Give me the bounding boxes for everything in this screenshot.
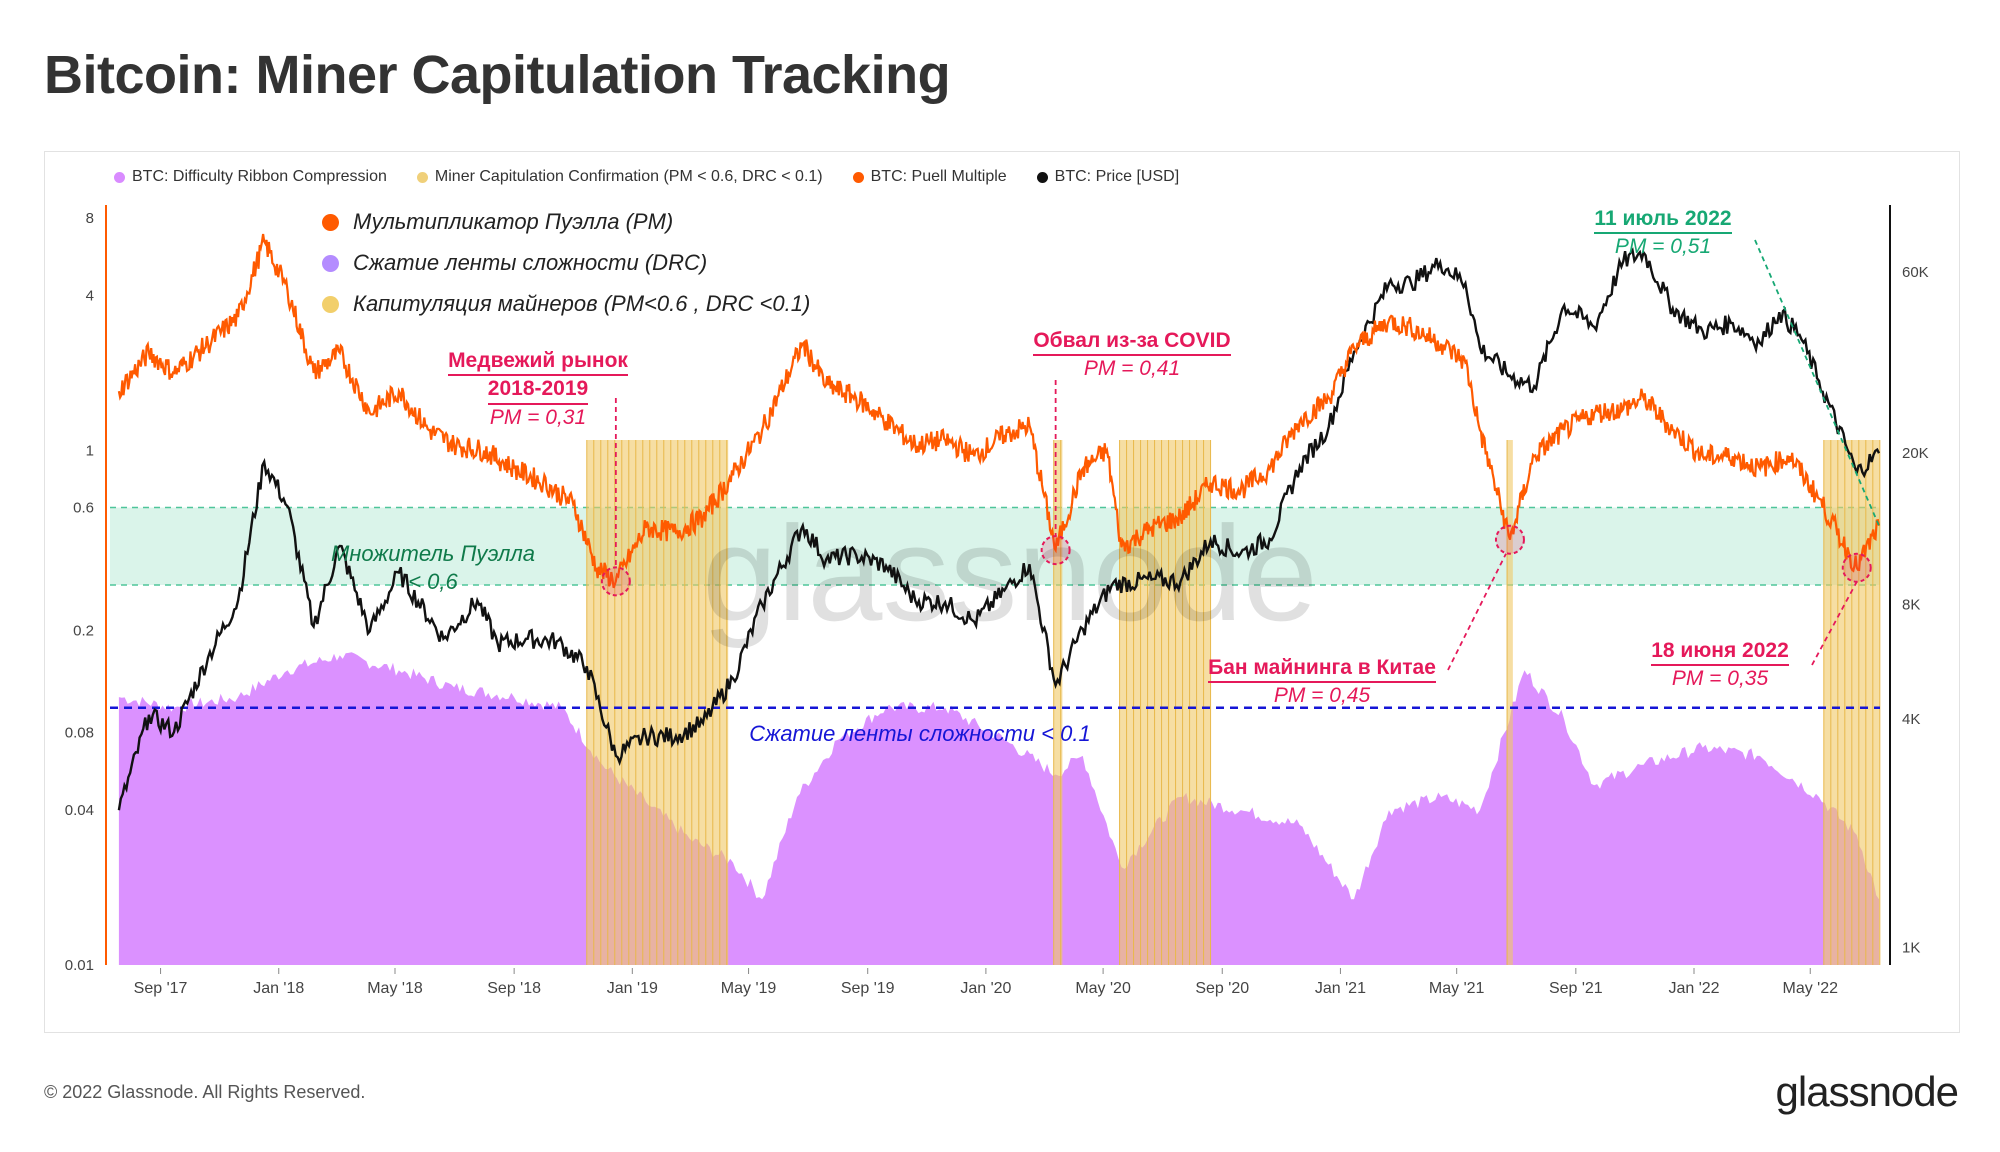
x-axis-tick: May '18	[367, 980, 423, 997]
chart-frame	[44, 151, 1960, 1033]
marker-china-ban	[1494, 524, 1525, 555]
chart-legend: BTC: Difficulty Ribbon Compression Miner…	[114, 168, 1179, 186]
x-axis-tick: Jan '21	[1315, 980, 1366, 997]
left-axis-tick: 4	[86, 288, 94, 305]
connector-china-ban	[1447, 553, 1507, 671]
puell-zone-rect	[110, 507, 1880, 585]
left-axis-tick: 1	[86, 442, 94, 459]
right-axis-tick: 1K	[1902, 940, 1920, 957]
x-axis-tick: Sep '19	[841, 980, 895, 997]
annotation-bear-market: Медвежий рынок 2018-2019 PM = 0,31	[418, 348, 658, 431]
x-axis-tick: Sep '21	[1549, 980, 1603, 997]
overlay-dot-drc	[322, 254, 339, 272]
left-axis-tick: 0.6	[73, 500, 94, 517]
overlay-legend-drc: Сжатие ленты сложности (DRC)	[322, 250, 707, 276]
legend-label-puell: BTC: Puell Multiple	[870, 168, 1007, 185]
connector-july-2022	[1754, 239, 1880, 527]
drc-area	[118, 652, 1880, 965]
legend-item-price[interactable]: BTC: Price [USD]	[1036, 168, 1180, 186]
annotation-bear-title-2: 2018-2019	[487, 376, 589, 405]
annotation-covid: Обвал из-за COVID PM = 0,41	[1012, 328, 1252, 383]
overlay-label-pm: Мультипликатор Пуэлла (PM)	[353, 209, 674, 234]
overlay-legend-pm: Мультипликатор Пуэлла (PM)	[322, 209, 673, 235]
puell-line	[117, 233, 1881, 589]
legend-dot-capitulation	[416, 171, 428, 183]
x-axis-tick: Jan '20	[960, 980, 1011, 997]
x-axis-tick: Jan '18	[253, 980, 304, 997]
capitulation-band-0	[586, 440, 729, 965]
right-axis-tick: 60K	[1902, 264, 1929, 281]
annotation-covid-pm: PM = 0,41	[1083, 357, 1181, 381]
marker-bear-market	[600, 566, 631, 597]
annotation-drc-threshold: Сжатие ленты сложности < 0.1	[749, 721, 1091, 746]
right-axis-tick: 8K	[1902, 596, 1920, 613]
x-axis-tick: May '21	[1429, 980, 1485, 997]
legend-dot-drc	[114, 171, 125, 183]
brand-logo: glassnode	[1775, 1068, 1959, 1115]
x-axis-tick: Jan '22	[1668, 980, 1719, 997]
overlay-label-cap: Капитуляция майнеров (PM<0.6 , DRC <0.1)	[353, 291, 811, 316]
annotation-june-title: 18 июня 2022	[1651, 638, 1789, 667]
legend-dot-price	[1036, 171, 1048, 183]
legend-item-capitulation[interactable]: Miner Capitulation Confirmation (PM < 0.…	[416, 168, 823, 186]
x-axis-tick: May '22	[1782, 980, 1838, 997]
annotation-puell-zone: Множитель Пуэлла < 0,6	[318, 540, 548, 595]
annotation-puell-zone-line1: Множитель Пуэлла	[330, 541, 536, 566]
capitulation-band-3	[1507, 440, 1513, 965]
annotation-china-ban: Бан майнинга в Китае PM = 0,45	[1182, 655, 1462, 710]
left-axis-tick: 0.04	[65, 802, 94, 819]
left-axis-tick: 0.2	[73, 622, 94, 639]
overlay-legend-cap: Капитуляция майнеров (PM<0.6 , DRC <0.1)	[322, 291, 810, 317]
annotation-china-title: Бан майнинга в Китае	[1208, 655, 1436, 684]
left-axis-tick: 8	[86, 210, 94, 227]
x-axis-tick: May '20	[1075, 980, 1131, 997]
x-axis-tick: Sep '20	[1195, 980, 1249, 997]
annotation-puell-zone-line2: < 0,6	[408, 568, 458, 594]
legend-dot-puell	[852, 171, 864, 183]
copyright: © 2022 Glassnode. All Rights Reserved.	[44, 1082, 366, 1102]
overlay-dot-pm	[322, 213, 339, 231]
x-axis-tick: May '19	[721, 980, 777, 997]
legend-item-puell[interactable]: BTC: Puell Multiple	[852, 168, 1007, 186]
annotation-bear-pm: PM = 0,31	[489, 405, 587, 429]
marker-june-2022	[1841, 552, 1872, 583]
annotation-bear-title-1: Медвежий рынок	[448, 348, 628, 377]
left-axis-tick: 0.01	[65, 957, 94, 974]
x-axis-tick: Sep '18	[487, 980, 541, 997]
marker-covid	[1040, 535, 1071, 566]
annotation-july-title: 11 июль 2022	[1594, 206, 1732, 235]
right-axis-tick: 4K	[1902, 711, 1920, 728]
capitulation-band-1	[1053, 440, 1063, 965]
overlay-label-drc: Сжатие ленты сложности (DRC)	[353, 250, 708, 275]
x-axis-tick: Sep '17	[134, 980, 188, 997]
x-axis-tick: Jan '19	[607, 980, 658, 997]
legend-label-drc: BTC: Difficulty Ribbon Compression	[132, 168, 387, 185]
watermark: glassnode	[702, 498, 1317, 649]
left-axis-tick: 0.08	[65, 725, 94, 742]
price-line	[117, 247, 1881, 811]
legend-label-capitulation: Miner Capitulation Confirmation (PM < 0.…	[434, 168, 823, 185]
connector-june-2022	[1811, 581, 1858, 666]
annotation-july-pm: PM = 0,51	[1614, 235, 1712, 259]
legend-item-drc[interactable]: BTC: Difficulty Ribbon Compression	[114, 168, 387, 186]
annotation-china-pm: PM = 0,45	[1273, 684, 1371, 708]
annotation-covid-title: Обвал из-за COVID	[1033, 328, 1231, 357]
overlay-dot-cap	[322, 295, 339, 313]
legend-label-price: BTC: Price [USD]	[1054, 168, 1180, 185]
right-axis-tick: 20K	[1902, 445, 1929, 462]
annotation-june-pm: PM = 0,35	[1671, 667, 1769, 691]
annotation-june-2022: 18 июня 2022 PM = 0,35	[1630, 638, 1810, 693]
annotation-july-2022: 11 июль 2022 PM = 0,51	[1573, 206, 1753, 261]
page-title: Bitcoin: Miner Capitulation Tracking	[44, 45, 951, 105]
